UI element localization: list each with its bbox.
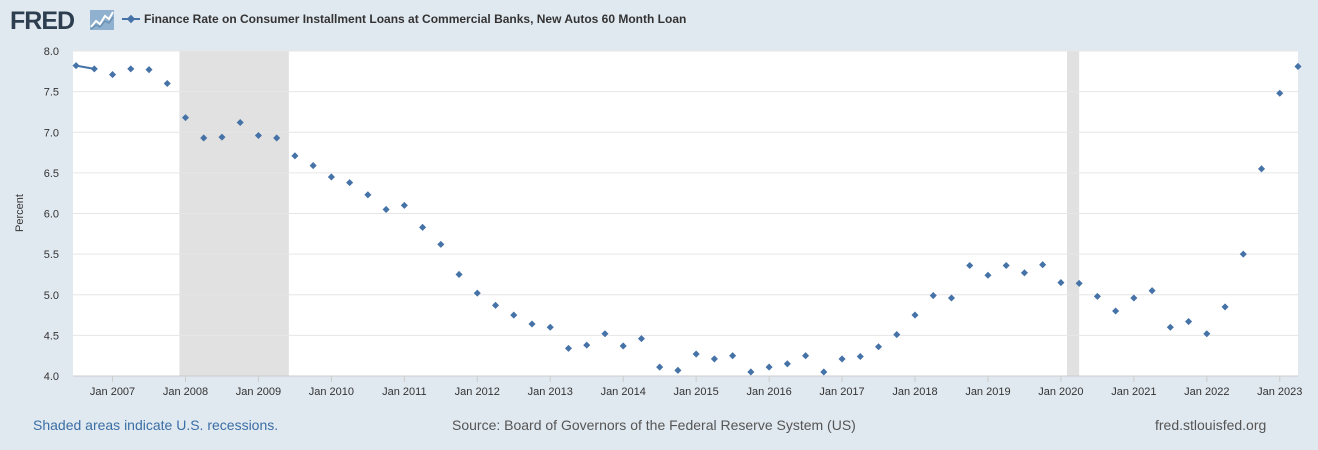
data-point[interactable] [802,352,810,360]
data-point[interactable] [546,323,554,331]
data-point[interactable] [710,355,718,363]
data-point[interactable] [400,201,408,209]
data-point[interactable] [583,341,591,349]
x-tick-label: Jan 2012 [455,386,500,398]
data-point[interactable] [528,320,536,328]
y-tick-label: 4.0 [44,371,59,383]
x-tick-label: Jan 2008 [163,386,208,398]
y-tick-label: 8.0 [44,46,59,58]
data-point[interactable] [200,134,208,142]
data-point[interactable] [619,342,627,350]
data-point[interactable] [838,355,846,363]
y-tick-label: 7.5 [44,87,59,99]
data-point[interactable] [765,363,773,371]
data-point[interactable] [382,205,390,213]
data-point[interactable] [966,261,974,270]
x-tick-label: Jan 2021 [1111,386,1156,398]
fred-logo[interactable]: FRED [10,7,75,35]
data-point[interactable] [327,173,335,181]
y-tick-label: 5.5 [44,249,59,261]
data-point[interactable] [145,66,153,74]
data-point[interactable] [273,134,281,142]
chart-title: Finance Rate on Consumer Installment Loa… [144,12,687,26]
data-point[interactable] [601,330,609,338]
y-tick-label: 5.0 [44,290,59,302]
series-line-segment [75,64,95,70]
data-point[interactable] [984,271,992,279]
data-point[interactable] [1002,261,1010,270]
data-point[interactable] [127,65,135,73]
x-tick-label: Jan 2013 [528,386,573,398]
data-point[interactable] [510,311,518,319]
site-url[interactable]: fred.stlouisfed.org [1155,417,1267,433]
data-point[interactable] [874,343,883,351]
x-tick-label: Jan 2007 [90,386,135,398]
recession-note-link[interactable]: Shaded areas indicate U.S. recessions. [33,417,279,433]
data-point[interactable] [911,311,919,319]
x-tick-label: Jan 2018 [892,386,937,398]
data-point[interactable] [163,79,171,88]
data-point[interactable] [564,344,573,352]
data-point[interactable] [637,335,645,343]
data-point[interactable] [181,114,190,122]
data-point[interactable] [947,294,956,302]
data-point[interactable] [419,223,427,231]
data-point[interactable] [364,191,372,199]
data-point[interactable] [729,352,737,360]
legend-series-marker-icon [122,14,140,24]
x-tick-label: Jan 2015 [674,386,719,398]
data-point[interactable] [820,368,828,376]
x-tick-label: Jan 2019 [965,386,1010,398]
y-tick-label: 6.5 [44,168,59,180]
data-point[interactable] [437,240,445,248]
data-point[interactable] [455,270,463,278]
x-tick-label: Jan 2016 [746,386,791,398]
data-point[interactable] [929,292,937,300]
x-tick-label: Jan 2017 [819,386,864,398]
data-point[interactable] [90,65,98,73]
y-tick-label: 7.0 [44,127,59,139]
data-point[interactable] [473,289,481,297]
y-axis-ticks: 4.0 4.5 5.0 5.5 6.0 6.5 7.0 7.5 8.0 [44,46,59,383]
y-tick-label: 4.5 [44,330,59,342]
data-point[interactable] [747,368,755,376]
data-point[interactable] [346,179,354,187]
x-axis-ticks: Jan 2007 Jan 2008 Jan 2009 Jan 2010 Jan 2011… [90,376,1302,398]
x-tick-label: Jan 2010 [309,386,354,398]
y-tick-label: 6.0 [44,209,59,221]
data-point[interactable] [674,366,682,374]
x-tick-label: Jan 2022 [1184,386,1229,398]
y-axis-label: Percent [14,194,26,232]
data-point[interactable] [692,350,700,358]
x-tick-label: Jan 2023 [1257,386,1302,398]
data-point[interactable] [236,118,244,127]
data-point[interactable] [893,331,901,339]
fred-logo-graph-icon [90,10,114,30]
gridlines [73,50,1298,377]
source-note: Source: Board of Governors of the Federa… [452,417,856,433]
x-tick-label: Jan 2011 [382,386,426,398]
data-point[interactable] [783,360,791,368]
x-tick-label: Jan 2009 [236,386,281,398]
data-point[interactable] [856,352,864,361]
data-point[interactable] [218,133,226,141]
x-tick-label: Jan 2014 [601,386,646,398]
x-tick-label: Jan 2020 [1038,386,1083,398]
data-point[interactable] [291,152,299,160]
data-point[interactable] [656,363,664,371]
data-point[interactable] [309,162,317,170]
data-point[interactable] [254,131,262,140]
data-point[interactable] [109,71,117,79]
data-point[interactable] [491,301,500,309]
